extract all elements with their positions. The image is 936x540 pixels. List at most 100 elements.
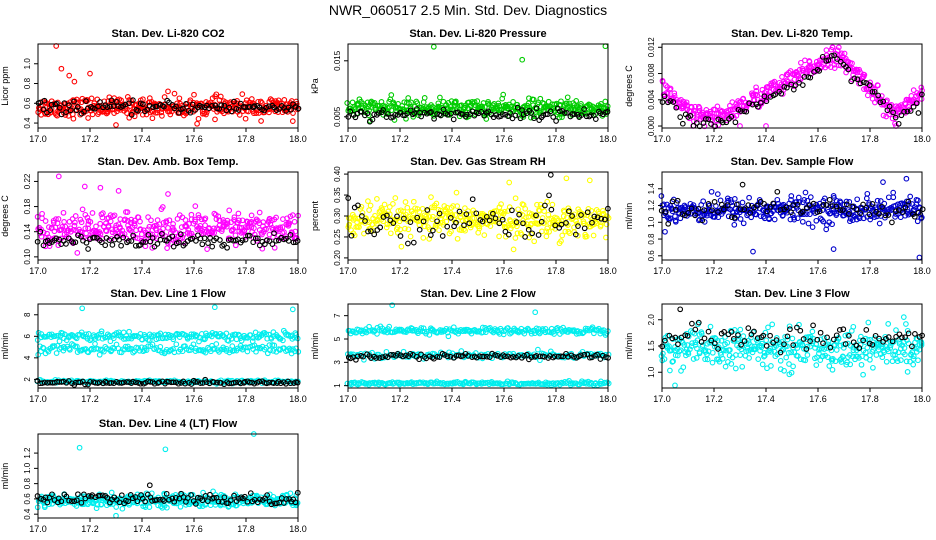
x-tick-label: 17.2 <box>391 394 409 404</box>
y-tick-label: 0.25 <box>333 229 342 245</box>
data-point <box>791 216 798 223</box>
data-point <box>266 109 272 116</box>
data-point <box>876 220 883 227</box>
data-point <box>128 238 135 244</box>
data-point <box>802 189 809 196</box>
data-point-outlier <box>211 304 218 311</box>
data-point <box>131 220 138 227</box>
data-point <box>885 321 892 327</box>
data-point <box>384 221 391 228</box>
data-point <box>594 216 601 223</box>
y-tick-label: 0.005 <box>333 106 342 127</box>
x-tick-label: 18.0 <box>599 266 617 276</box>
data-point <box>346 215 352 221</box>
data-point <box>795 194 802 201</box>
data-point <box>454 203 461 209</box>
data-point <box>790 363 796 370</box>
data-point <box>799 82 806 88</box>
data-point-outlier <box>115 188 122 194</box>
data-point <box>385 111 391 117</box>
data-point <box>667 98 674 104</box>
data-point <box>705 328 712 335</box>
y-tick-label: 7 <box>333 313 342 318</box>
data-point <box>164 245 170 251</box>
data-point <box>820 202 827 208</box>
data-point <box>135 345 142 351</box>
data-point <box>439 233 446 239</box>
data-point <box>405 226 412 233</box>
data-point <box>344 100 351 106</box>
data-point <box>175 380 182 387</box>
data-point <box>348 232 355 239</box>
data-point <box>553 118 559 124</box>
x-tick-label: 17.2 <box>81 394 99 404</box>
data-point <box>843 201 850 208</box>
data-point <box>55 216 62 222</box>
data-point <box>845 66 852 73</box>
data-point <box>577 103 584 109</box>
data-point <box>695 205 702 212</box>
data-point-outlier <box>880 179 886 185</box>
data-point <box>702 116 709 122</box>
data-point <box>490 210 496 217</box>
data-point <box>384 212 390 219</box>
data-point-outlier <box>900 314 907 320</box>
data-point <box>46 243 53 249</box>
data-point <box>753 84 759 91</box>
data-point <box>155 332 162 338</box>
data-point <box>770 200 777 207</box>
data-point <box>383 348 390 355</box>
data-point <box>492 215 499 222</box>
data-point <box>443 218 450 225</box>
data-point <box>500 331 507 338</box>
data-point <box>501 208 508 215</box>
data-point <box>525 213 532 220</box>
data-point <box>85 331 92 337</box>
data-point <box>426 226 433 233</box>
x-tick-label: 17.2 <box>81 266 99 276</box>
data-point <box>867 356 873 363</box>
data-point <box>390 220 397 226</box>
data-point <box>510 99 516 105</box>
data-point <box>87 337 93 344</box>
data-point <box>401 215 407 222</box>
data-point <box>92 341 98 347</box>
data-point <box>781 83 788 90</box>
data-point <box>708 188 715 195</box>
data-point <box>485 108 492 115</box>
data-point-outlier <box>430 43 437 50</box>
data-point <box>235 220 241 226</box>
data-point <box>405 95 412 101</box>
x-tick-label: 17.8 <box>237 394 255 404</box>
data-point <box>769 321 776 328</box>
x-tick-label: 17.2 <box>391 134 409 144</box>
data-point <box>387 230 394 237</box>
data-point <box>664 201 670 208</box>
data-point <box>689 320 695 327</box>
data-point <box>73 335 80 342</box>
data-point <box>263 344 269 351</box>
x-tick-label: 17.8 <box>861 266 879 276</box>
data-point <box>251 103 258 109</box>
data-point <box>145 231 152 238</box>
y-tick-label: 2 <box>23 377 32 382</box>
data-point <box>159 113 165 119</box>
chart-panel-4: Stan. Dev. Amb. Box Temp.degrees C17.0 17… <box>0 156 307 276</box>
data-point <box>62 112 69 118</box>
data-point <box>358 203 365 210</box>
x-tick-label: 18.0 <box>913 266 931 276</box>
data-point <box>533 212 539 219</box>
data-point <box>675 341 681 348</box>
data-point <box>757 99 764 106</box>
data-point <box>910 87 917 93</box>
data-point <box>598 215 605 222</box>
x-tick-label: 17.0 <box>29 266 47 276</box>
data-point <box>517 115 524 122</box>
data-point <box>718 201 725 208</box>
data-point <box>879 203 885 210</box>
data-point <box>213 91 220 98</box>
data-point <box>180 105 186 112</box>
data-point <box>257 98 264 105</box>
data-point <box>846 210 852 217</box>
data-point <box>55 332 61 339</box>
